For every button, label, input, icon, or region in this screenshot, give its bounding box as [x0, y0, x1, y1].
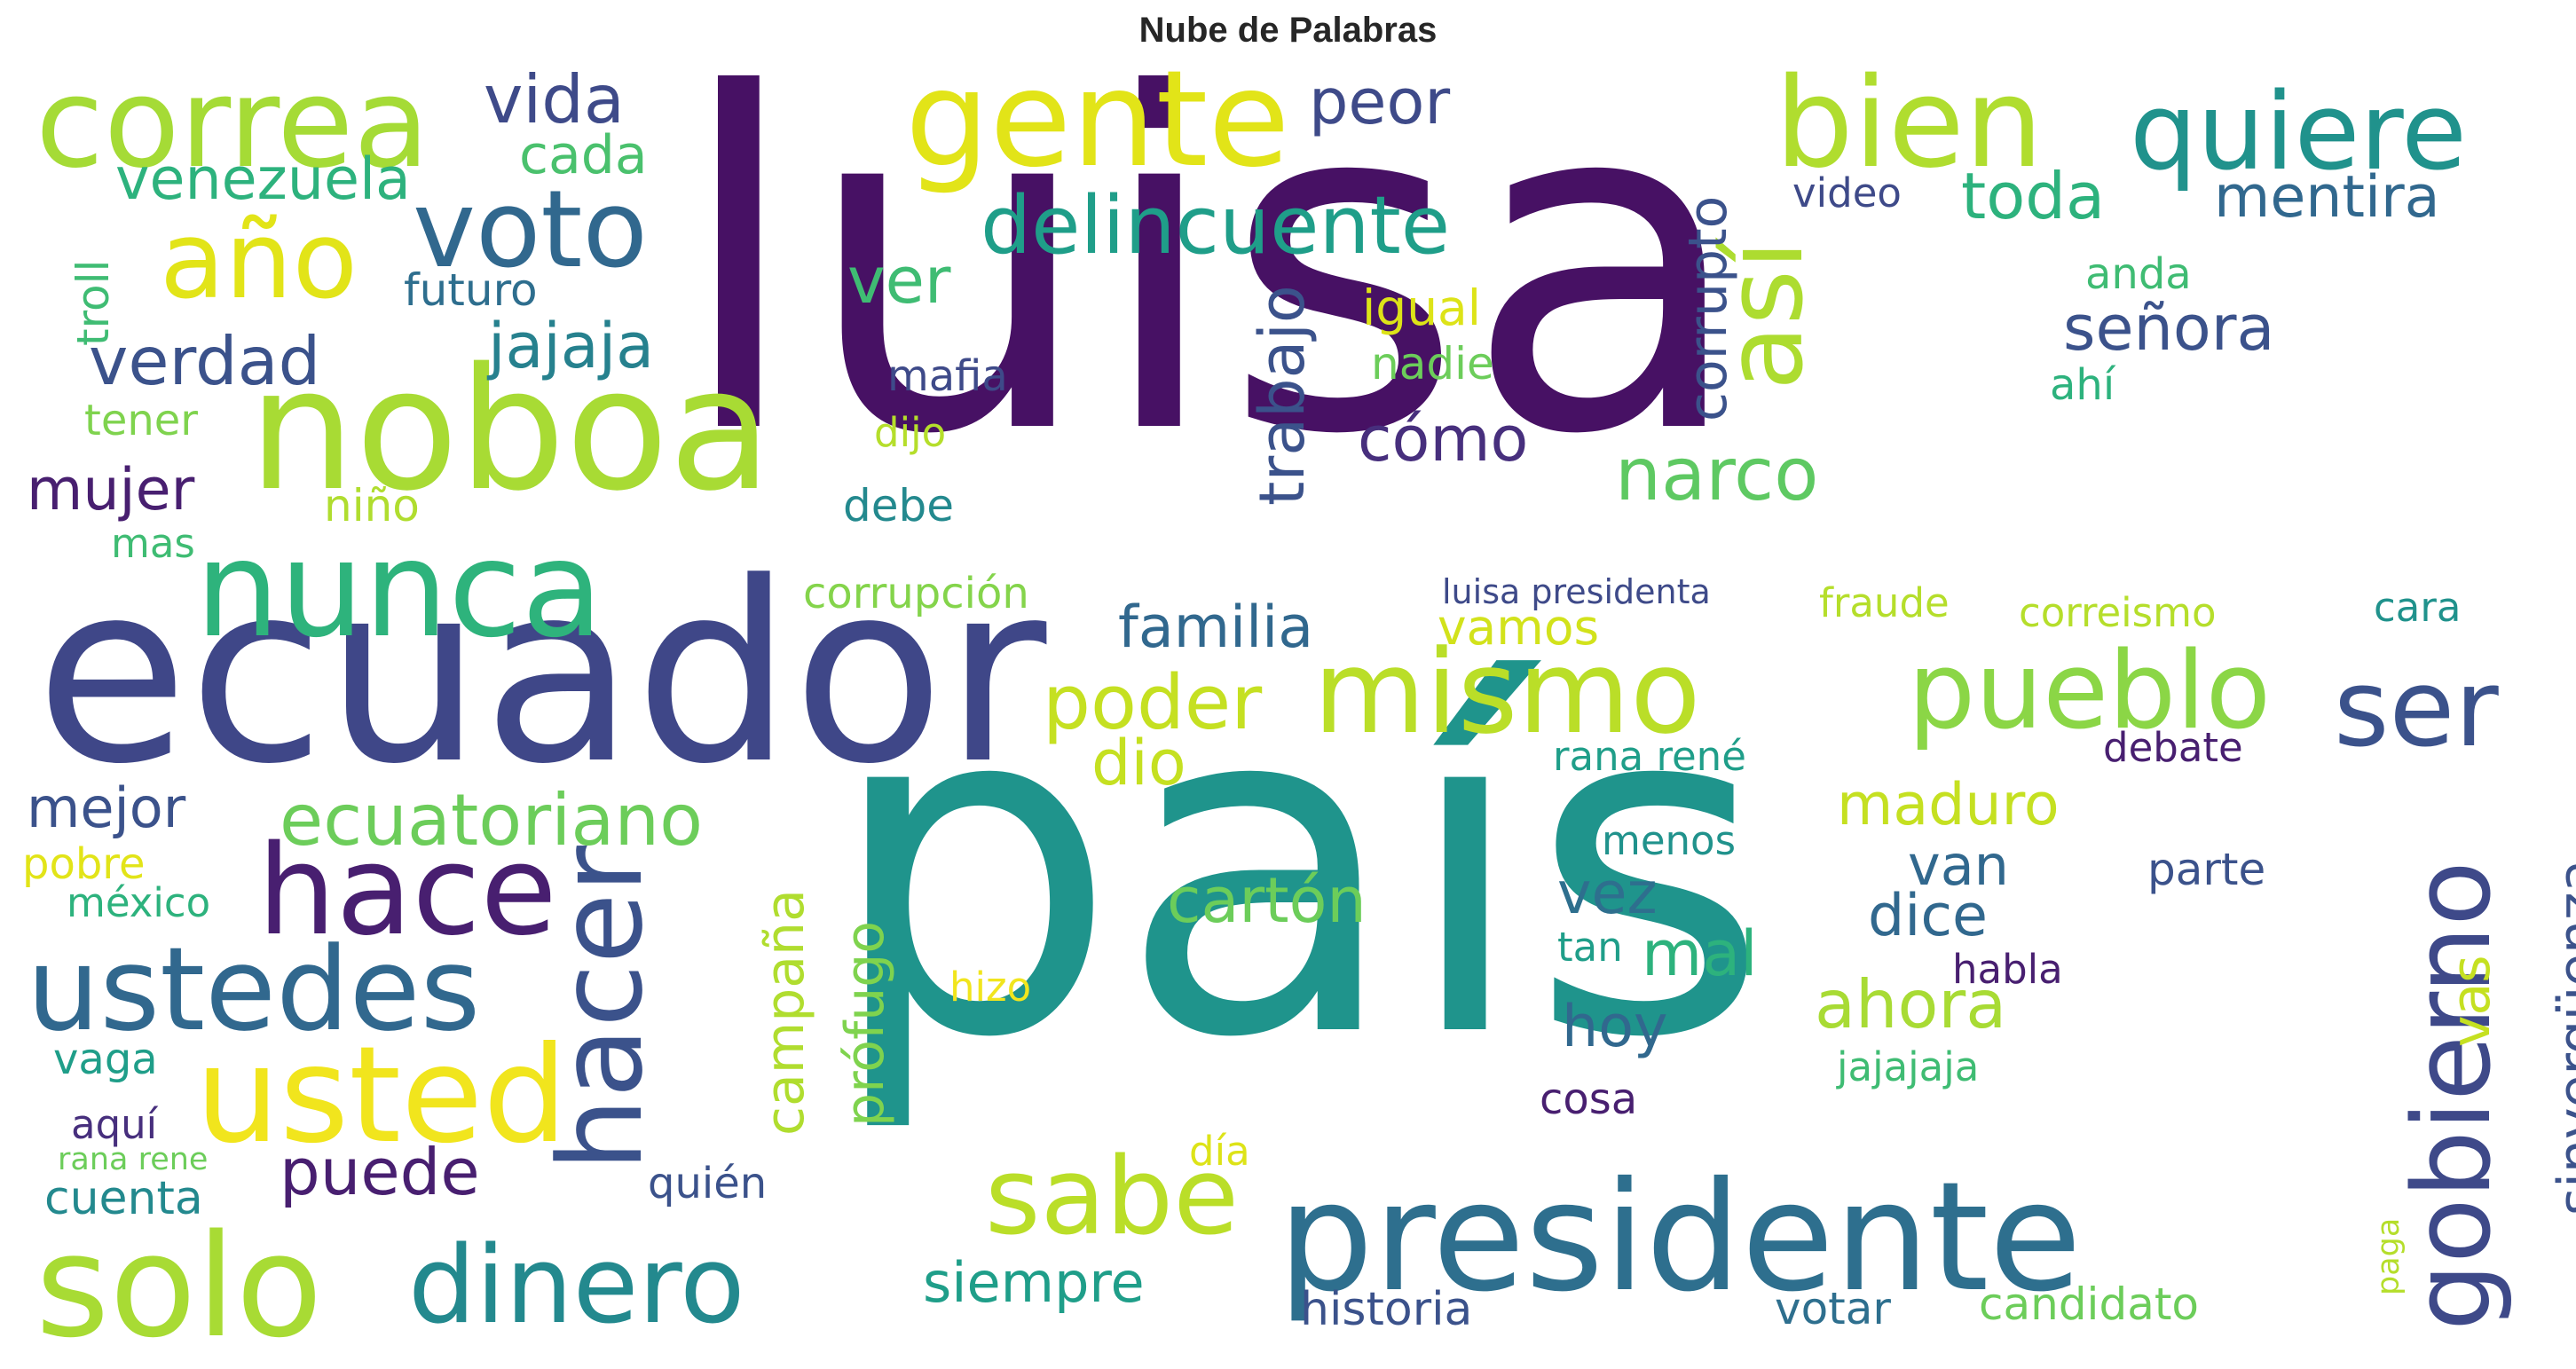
word-votar: votar	[1775, 1283, 1891, 1334]
word-corrupción: corrupción	[803, 569, 1029, 618]
word-debe: debe	[843, 480, 954, 531]
word-mas: mas	[111, 520, 195, 567]
word-gobierno: gobierno	[2391, 861, 2515, 1331]
word-mafia: mafia	[887, 351, 1008, 401]
word-verdad: verdad	[89, 322, 321, 400]
word-van: van	[1908, 833, 2009, 898]
word-sinvergüenza: sinvergüenza	[2547, 859, 2576, 1216]
word-menos: menos	[1602, 817, 1737, 864]
word-peor: peor	[1309, 66, 1451, 138]
word-rana-rené: rana rené	[1553, 733, 1746, 780]
word-trabajo: trabajo	[1246, 285, 1319, 506]
word-cara: cara	[2374, 584, 2462, 631]
word-hoy: hoy	[1562, 994, 1668, 1060]
word-señora: señora	[2063, 292, 2275, 365]
word-luisa-presidenta: luisa presidenta	[1442, 572, 1711, 611]
word-dijo: dijo	[874, 409, 947, 456]
word-ver: ver	[847, 243, 951, 318]
word-siempre: siempre	[923, 1250, 1145, 1315]
word-usted: usted	[195, 1019, 568, 1173]
word-tan: tan	[1557, 924, 1623, 971]
word-hacer: hacer	[533, 846, 668, 1171]
word-video: video	[1792, 169, 1902, 216]
word-debate: debate	[2103, 724, 2243, 771]
word-bien: bien	[1775, 51, 2044, 196]
chart-title: Nube de Palabras	[1138, 11, 1438, 50]
word-ser: ser	[2334, 648, 2499, 771]
word-nadie: nadie	[1371, 338, 1494, 389]
word-vamos: vamos	[1438, 599, 1600, 656]
word-tener: tener	[84, 396, 199, 445]
word-dinero: dinero	[408, 1224, 745, 1348]
word-paga: paga	[2371, 1217, 2407, 1295]
word-corrupto: corrupto	[1677, 195, 1739, 421]
word-delincuente: delincuente	[981, 179, 1451, 272]
word-solo: solo	[35, 1203, 323, 1369]
word-méxico: méxico	[67, 879, 211, 926]
word-hace: hace	[257, 819, 557, 964]
word-fraude: fraude	[1819, 579, 1950, 626]
word-cómo: cómo	[1358, 403, 1529, 476]
word-jajajaja: jajajaja	[1837, 1043, 1980, 1090]
word-dice: dice	[1868, 883, 1989, 949]
word-ecuador: ecuador	[35, 530, 1047, 819]
word-país: país	[825, 601, 1770, 1138]
word-maduro: maduro	[1837, 772, 2060, 838]
word-toda: toda	[1961, 159, 2106, 233]
word-sabe: sabe	[985, 1136, 1240, 1259]
word-año: año	[160, 200, 358, 323]
word-puede: puede	[280, 1135, 480, 1209]
word-ustedes: ustedes	[27, 922, 481, 1057]
word-poder: poder	[1043, 659, 1263, 747]
word-cada: cada	[519, 124, 648, 186]
word-aquí: aquí	[71, 1101, 158, 1148]
word-mejor: mejor	[27, 775, 186, 840]
word-mismo: mismo	[1313, 625, 1701, 759]
word-vida: vida	[484, 60, 625, 138]
word-gente: gente	[905, 43, 1290, 197]
word-noboa: noboa	[248, 332, 772, 528]
word-vas: vas	[2440, 955, 2502, 1047]
word-historia: historia	[1300, 1283, 1473, 1336]
word-luisa: luisa	[674, 0, 1747, 535]
word-hizo: hizo	[949, 964, 1032, 1011]
word-venezuela: venezuela	[115, 146, 411, 213]
word-pobre: pobre	[22, 839, 146, 889]
word-cosa: cosa	[1540, 1074, 1638, 1124]
word-correismo: correismo	[2019, 589, 2217, 636]
word-vez: vez	[1557, 861, 1658, 927]
word-ahora: ahora	[1815, 965, 2007, 1043]
word-día: día	[1189, 1128, 1250, 1175]
word-vaga: vaga	[53, 1035, 158, 1084]
word-narco: narco	[1615, 433, 1819, 517]
word-cartón: cartón	[1167, 864, 1367, 937]
word-ecuatoriano: ecuatoriano	[280, 779, 704, 862]
word-nunca: nunca	[195, 513, 603, 667]
word-candidato: candidato	[1979, 1279, 2200, 1330]
word-mal: mal	[1642, 917, 1758, 990]
word-anda: anda	[2085, 249, 2192, 299]
word-presidente: presidente	[1278, 1150, 2082, 1326]
word-prófugo: prófugo	[834, 920, 896, 1127]
word-quiere: quiere	[2130, 71, 2467, 194]
word-quién: quién	[648, 1159, 768, 1208]
word-niño: niño	[324, 480, 420, 531]
word-mujer: mujer	[27, 457, 195, 523]
word-igual: igual	[1362, 279, 1482, 336]
word-mentira: mentira	[2214, 164, 2440, 231]
word-pueblo: pueblo	[1908, 630, 2271, 753]
word-familia: familia	[1118, 594, 1314, 661]
word-habla: habla	[1952, 946, 2063, 993]
word-jajaja: jajaja	[488, 310, 655, 382]
word-dio: dio	[1091, 727, 1186, 799]
word-ahí: ahí	[2050, 360, 2115, 410]
word-futuro: futuro	[404, 264, 538, 316]
word-campaña: campaña	[754, 889, 816, 1136]
word-voto: voto	[413, 169, 648, 292]
word-rana-rene: rana rene	[58, 1142, 209, 1177]
word-cuenta: cuenta	[44, 1172, 203, 1225]
word-correa: correa	[35, 51, 430, 196]
word-parte: parte	[2147, 844, 2266, 895]
